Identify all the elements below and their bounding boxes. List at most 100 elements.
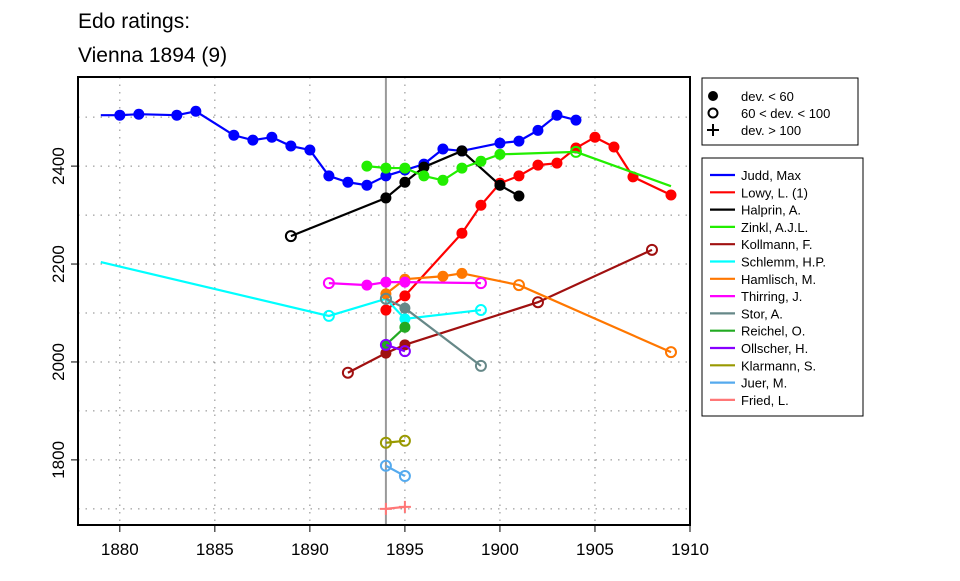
y-tick-label: 1800 [49,441,68,479]
series-legend-box [701,157,864,417]
marker-legend-label: dev. > 100 [741,123,801,138]
legend-label: Lowy, L. (1) [741,185,808,200]
x-tick-label: 1890 [291,540,329,559]
data-point [228,129,240,141]
data-point [551,109,563,121]
data-point [285,140,297,152]
legend-label: Reichel, O. [741,324,805,339]
data-point [380,162,392,174]
data-point [475,155,487,167]
data-point [456,162,468,174]
legend-label: Klarmann, S. [741,358,816,373]
legend-label: Schlemm, H.P. [741,255,826,270]
data-point [171,109,183,121]
data-point [398,470,411,483]
legend-label: Juer, M. [741,376,787,391]
data-point [608,141,620,153]
x-tick-label: 1910 [671,540,709,559]
legend-label: Halprin, A. [741,203,801,218]
marker-legend-box [701,77,859,146]
legend-label: Kollmann, F. [741,237,813,252]
data-point [342,176,354,188]
data-point [361,179,373,191]
plot-frame [77,76,691,526]
x-tick-label: 1895 [386,540,424,559]
legend-label: Fried, L. [741,393,789,408]
data-point [474,304,487,317]
data-point [494,148,506,160]
data-point [133,108,145,120]
marker-legend-label: 60 < dev. < 100 [741,106,830,121]
data-point [341,366,354,379]
data-point [512,279,525,292]
data-point [474,359,487,372]
data-point [531,296,544,309]
data-point [474,277,487,290]
series-line-0 [100,110,577,187]
data-point [380,347,392,359]
data-point [532,124,544,136]
data-point [551,157,563,169]
data-point [380,170,392,182]
legend-label: Thirring, J. [741,289,802,304]
data-point [379,338,392,351]
data-point [284,230,297,243]
series-line-5 [100,261,482,321]
data-point [475,199,487,211]
legend-label: Ollscher, H. [741,341,808,356]
data-point [437,270,449,282]
data-point [323,170,335,182]
data-point [532,159,544,171]
data-point [437,174,449,186]
data-point [418,161,430,173]
data-point [513,135,525,147]
data-point [665,189,677,201]
x-tick-label: 1900 [481,540,519,559]
data-point [437,143,449,155]
data-point [380,304,392,316]
data-point [418,170,430,182]
data-point [304,144,316,156]
data-point [513,190,525,202]
data-point [399,276,411,288]
x-tick-label: 1885 [196,540,234,559]
data-point [456,145,468,157]
data-point [664,346,677,359]
legend-label: Stor, A. [741,306,783,321]
data-point [399,321,411,333]
y-tick-label: 2400 [49,147,68,185]
data-point [513,170,525,182]
marker-legend-label: dev. < 60 [741,89,794,104]
data-point [190,105,202,117]
data-point [322,277,335,290]
series-line-12 [385,464,406,478]
data-point [247,134,259,146]
legend-label: Judd, Max [741,168,801,183]
data-point [456,267,468,279]
data-point [570,114,582,126]
series-line-3 [366,150,672,188]
data-point [569,145,582,158]
series-line-4 [347,248,653,374]
data-point [456,227,468,239]
data-point [380,192,392,204]
data-point [398,345,411,358]
open-circle-icon [707,107,719,119]
data-point [379,436,392,449]
x-tick-label: 1880 [101,540,139,559]
legend-label: Zinkl, A.J.L. [741,220,808,235]
data-point [379,502,392,515]
chart-title-line-1: Edo ratings: [78,10,190,33]
plus-icon [707,124,719,136]
data-point [494,137,506,149]
data-point [570,142,582,154]
data-point [380,276,392,288]
data-point [379,292,392,305]
data-point [645,243,658,256]
data-point [361,160,373,172]
y-tick-label: 2000 [49,343,68,381]
data-point [266,131,278,143]
data-point [399,302,411,314]
